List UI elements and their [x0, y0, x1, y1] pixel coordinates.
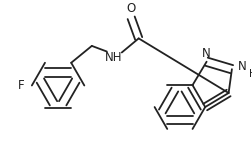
Text: O: O	[126, 2, 135, 15]
Text: N: N	[237, 60, 246, 73]
Text: N: N	[201, 47, 210, 60]
Text: H: H	[248, 69, 252, 79]
Text: F: F	[18, 79, 25, 92]
Text: NH: NH	[104, 51, 122, 64]
